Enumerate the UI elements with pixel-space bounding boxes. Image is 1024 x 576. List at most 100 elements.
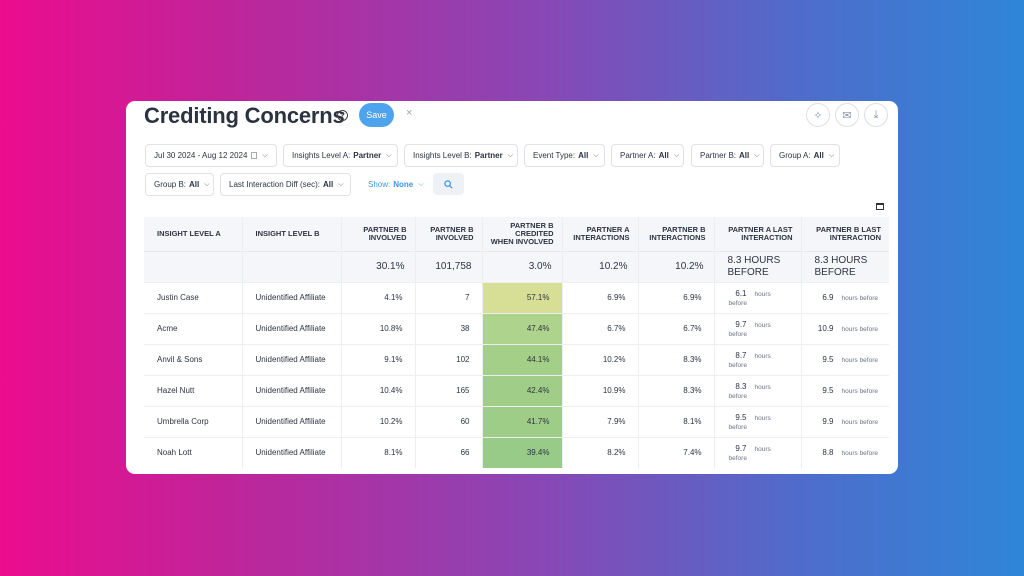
cell-insight-a: Noah Lott: [144, 436, 243, 468]
table-row[interactable]: Hazel Nutt Unidentified Affiliate 10.4% 165…: [144, 374, 889, 406]
close-icon[interactable]: ×: [406, 107, 413, 119]
col-header-pb-involved-cnt[interactable]: Partner B Involved: [415, 217, 483, 251]
table-export-icon[interactable]: [876, 203, 884, 210]
chevron-down-icon: ⌵: [593, 151, 599, 159]
cell-pa-interactions: 6.7%: [562, 312, 639, 344]
search-button[interactable]: [433, 173, 464, 195]
table-row[interactable]: Acme Unidentified Affiliate 10.8% 38 47.4% 6.…: [144, 312, 889, 344]
hours-unit: hours before: [841, 388, 879, 395]
total-pa-last: 8.3 HOURS BEFORE: [714, 250, 802, 282]
filter-value: All: [658, 151, 669, 160]
sparkle-icon[interactable]: ✧: [806, 103, 830, 127]
col-header-pb-interactions[interactable]: Partner B Interactions: [638, 217, 715, 251]
chevron-down-icon: ⌵: [673, 151, 680, 159]
insights-level-a-filter[interactable]: Insights Level A: Partner ⌵: [283, 144, 398, 167]
table-header-row: Insight Level A Insight Level B Partner …: [144, 217, 889, 251]
cell-pb-interactions: 6.7%: [638, 312, 715, 344]
download-icon[interactable]: ⤓: [864, 103, 888, 127]
table-row[interactable]: Justin Case Unidentified Affiliate 4.1% 7 57…: [144, 281, 889, 313]
cell-insight-b: Unidentified Affiliate: [242, 436, 342, 468]
cell-pb-last: 10.9 hours before: [801, 312, 889, 344]
date-range-filter[interactable]: Jul 30 2024 - Aug 12 2024 ⌵: [145, 144, 277, 167]
total-empty: [242, 250, 342, 282]
hours-unit: hours before: [841, 295, 879, 302]
last-interaction-diff-filter[interactable]: Last Interaction Diff (sec): All ⌵: [220, 173, 351, 196]
hours-unit: hours before: [728, 321, 771, 338]
cell-insight-a: Hazel Nutt: [144, 374, 243, 406]
cell-pa-last: 9.7 hours before: [714, 436, 802, 468]
cell-pb-involved-pct: 8.1%: [341, 436, 416, 468]
col-header-pa-interactions[interactable]: Partner A Interactions: [562, 217, 639, 251]
hours-unit: hours before: [841, 419, 879, 426]
table-row[interactable]: Anvil & Sons Unidentified Affiliate 9.1% 10…: [144, 343, 889, 375]
cell-pb-involved-pct: 10.2%: [341, 405, 416, 437]
cell-pb-last: 9.9 hours before: [801, 405, 889, 437]
hours-value: 8.8: [822, 448, 834, 458]
filter-value: All: [739, 151, 750, 160]
cell-insight-a: Umbrella Corp: [144, 405, 243, 437]
search-icon: [444, 179, 453, 189]
col-header-pa-last[interactable]: Partner A Last Interaction: [714, 217, 802, 251]
hours-unit: hours before: [728, 352, 771, 369]
mail-icon[interactable]: ✉: [835, 103, 859, 127]
hours-unit: hours before: [841, 450, 879, 458]
cell-pb-credited: 42.4%: [482, 374, 563, 406]
hours-value: 9.7: [735, 443, 747, 453]
cell-pb-credited: 41.7%: [482, 405, 563, 437]
partner-a-filter[interactable]: Partner A: All ⌵: [611, 144, 684, 167]
cell-pb-involved-cnt: 165: [415, 374, 483, 406]
partner-b-filter[interactable]: Partner B: All ⌵: [691, 144, 764, 167]
date-range-label: Jul 30 2024 - Aug 12 2024: [154, 151, 248, 160]
cell-pa-last: 9.5 hours before: [714, 405, 802, 437]
cell-pb-interactions: 8.1%: [638, 405, 715, 437]
hours-value: 9.5: [822, 355, 834, 364]
filter-label: Group B:: [154, 180, 187, 189]
cell-pb-credited: 44.1%: [482, 343, 563, 375]
cell-pb-involved-cnt: 38: [415, 312, 483, 344]
filter-value: All: [189, 180, 200, 189]
hours-unit: hours before: [728, 383, 771, 400]
cell-pa-interactions: 10.2%: [562, 343, 639, 375]
col-header-pb-involved-pct[interactable]: Partner B Involved: [341, 217, 416, 251]
filter-value: Partner: [474, 151, 503, 160]
hours-value: 6.9: [822, 293, 834, 302]
filter-label: Insights Level B:: [413, 151, 472, 160]
filter-label: Insights Level A:: [292, 151, 351, 160]
cell-pb-last: 8.8 hours before: [801, 436, 889, 468]
hours-value: 8.3: [735, 381, 747, 391]
cell-pa-last: 6.1 hours before: [714, 281, 802, 313]
cell-pb-credited: 57.1%: [482, 281, 563, 313]
col-header-pb-credited[interactable]: Partner B Credited When Involved: [482, 217, 563, 251]
col-header-insight-b[interactable]: Insight Level B: [242, 217, 342, 251]
cell-pb-involved-cnt: 60: [415, 405, 483, 437]
total-pb-involved-pct: 30.1%: [341, 250, 416, 282]
total-pb-interactions: 10.2%: [638, 250, 715, 282]
table-row[interactable]: Umbrella Corp Unidentified Affiliate 10.2%…: [144, 405, 889, 437]
cell-pa-interactions: 6.9%: [562, 281, 639, 313]
group-a-filter[interactable]: Group A: All ⌵: [770, 144, 840, 167]
insights-level-b-filter[interactable]: Insights Level B: Partner ⌵: [404, 144, 518, 167]
chevron-down-icon: ⌵: [262, 151, 268, 159]
cell-pb-interactions: 8.3%: [638, 343, 715, 375]
col-header-pb-last[interactable]: Partner B Last Interaction: [801, 217, 889, 251]
hours-unit: hours before: [728, 414, 771, 431]
show-filter[interactable]: Show: None ⌵: [360, 173, 426, 196]
col-header-insight-a[interactable]: Insight Level A: [144, 217, 243, 251]
hours-value: 8.7: [735, 350, 747, 360]
total-pb-involved-cnt: 101,758: [415, 250, 483, 282]
group-b-filter[interactable]: Group B: All ⌵: [145, 173, 214, 196]
total-empty: [144, 250, 243, 282]
filter-label: Last Interaction Diff (sec):: [229, 180, 320, 189]
event-type-filter[interactable]: Event Type: All ⌵: [524, 144, 605, 167]
cell-insight-b: Unidentified Affiliate: [242, 281, 342, 313]
hours-unit: hours before: [728, 445, 771, 462]
cell-pb-involved-cnt: 66: [415, 436, 483, 468]
help-icon[interactable]: ?: [337, 110, 348, 121]
table-row[interactable]: Noah Lott Unidentified Affiliate 8.1% 66 39.…: [144, 436, 889, 468]
cell-pb-last: 6.9 hours before: [801, 281, 889, 313]
save-button[interactable]: Save: [359, 103, 394, 127]
total-pb-last: 8.3 HOURS BEFORE: [801, 250, 889, 282]
hours-value: 10.9: [817, 324, 834, 333]
chevron-down-icon: ⌵: [418, 180, 424, 188]
chevron-down-icon: ⌵: [828, 151, 835, 159]
